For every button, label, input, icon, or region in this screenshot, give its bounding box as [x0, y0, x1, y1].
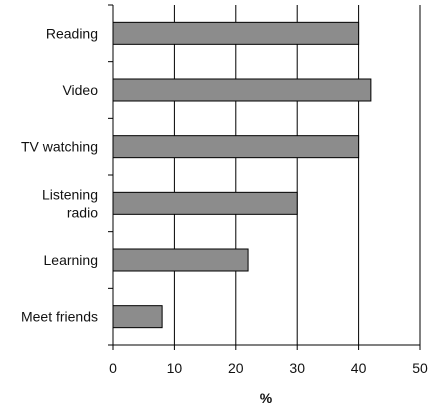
x-tick-label: 20: [228, 360, 244, 376]
axes: [108, 4, 421, 350]
category-label: Video: [62, 82, 98, 98]
x-tick-label: 50: [412, 360, 428, 376]
category-label: Learning: [44, 252, 99, 268]
bar-4: [112, 248, 249, 272]
x-axis-label: %: [260, 390, 273, 405]
category-label-line: radio: [67, 204, 98, 220]
category-label-line: TV watching: [21, 139, 98, 155]
bar-2: [112, 135, 360, 159]
bar-5: [112, 305, 163, 329]
category-label: Meet friends: [21, 309, 98, 325]
x-tick-label: 30: [289, 360, 305, 376]
category-label-line: Meet friends: [21, 309, 98, 325]
x-tick-labels: 0 10 20 30 40 50: [109, 360, 428, 376]
category-label: Listening radio: [42, 186, 98, 220]
x-tick-label: 0: [109, 360, 117, 376]
grid-lines: [173, 5, 421, 345]
category-label-line: Video: [62, 82, 98, 98]
category-label: TV watching: [21, 139, 98, 155]
bar-0: [112, 21, 360, 45]
bar-1: [112, 78, 372, 102]
category-label-line: Learning: [44, 252, 99, 268]
category-label-line: Listening: [42, 186, 98, 202]
category-label: Reading: [46, 25, 98, 41]
bar-3: [112, 191, 298, 215]
x-tick-label: 10: [167, 360, 183, 376]
x-tick-label: 40: [351, 360, 367, 376]
bars: [112, 21, 372, 329]
category-label-line: Reading: [46, 25, 98, 41]
category-labels: Reading Video TV watching Listening radio Lea…: [21, 25, 98, 324]
